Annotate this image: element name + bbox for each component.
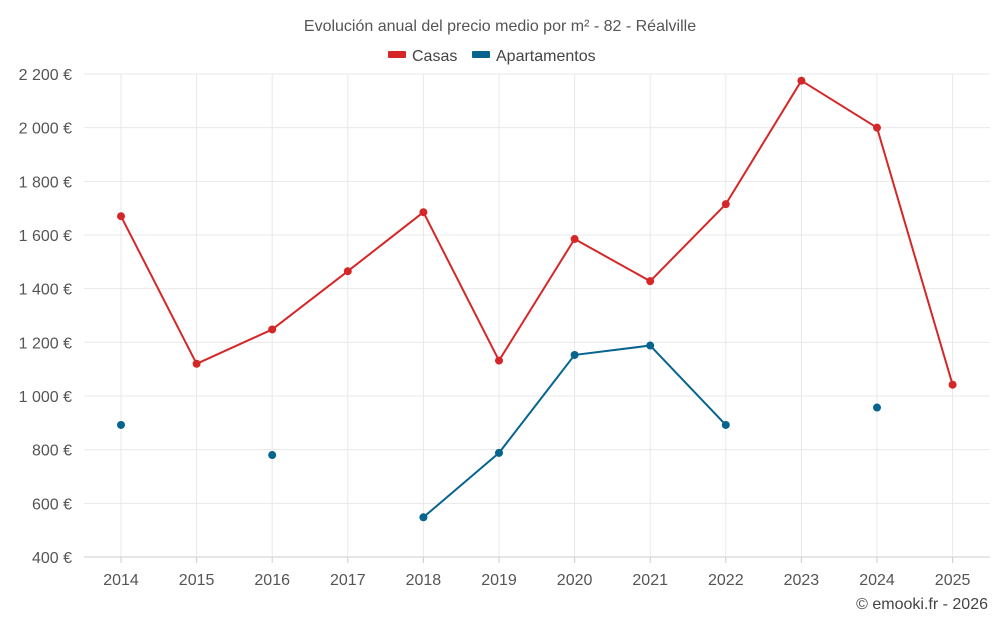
chart-title: Evolución anual del precio medio por m² … xyxy=(304,18,696,35)
data-point-apartamentos-2016[interactable] xyxy=(268,451,277,460)
x-axis: 2014 2015 2016 2017 2018 2019 2020 2021 2022 2023… xyxy=(103,557,970,589)
data-point-casas-2019[interactable] xyxy=(495,356,503,365)
x-tick-label: 2015 xyxy=(179,572,215,589)
series-line-casas xyxy=(120,79,954,386)
y-tick-label: 800 € xyxy=(32,443,72,460)
y-tick-label: 1 600 € xyxy=(19,228,72,245)
y-tick-label: 1 200 € xyxy=(19,335,72,352)
data-point-casas-2014[interactable] xyxy=(117,212,125,221)
data-point-apartamentos-2024[interactable] xyxy=(873,403,881,412)
x-tick-label: 2016 xyxy=(254,572,290,589)
credit-text: © emooki.fr - 2026 xyxy=(856,596,988,613)
y-tick-label: 400 € xyxy=(32,550,72,567)
data-point-casas-2016[interactable] xyxy=(268,325,277,334)
data-point-apartamentos-2018[interactable] xyxy=(419,513,428,522)
x-tick-label: 2024 xyxy=(859,572,895,589)
data-point-apartamentos-2019[interactable] xyxy=(495,448,503,457)
legend-label-casas[interactable]: Casas xyxy=(412,48,457,65)
data-point-casas-2015[interactable] xyxy=(192,359,201,368)
x-tick-label: 2014 xyxy=(103,572,139,589)
x-tick-label: 2025 xyxy=(935,572,971,589)
data-point-casas-2023[interactable] xyxy=(797,76,806,85)
data-point-apartamentos-2022[interactable] xyxy=(721,420,730,429)
series-casas xyxy=(117,76,957,389)
x-tick-label: 2020 xyxy=(557,572,593,589)
y-tick-label: 2 000 € xyxy=(19,121,72,138)
y-axis: 400 € 600 € 800 € 1 000 € 1 200 € 1 400 € 1 60… xyxy=(19,67,72,567)
data-point-casas-2020[interactable] xyxy=(570,235,579,244)
series-apartamentos xyxy=(117,341,881,522)
x-tick-label: 2017 xyxy=(330,572,366,589)
x-tick-label: 2023 xyxy=(784,572,820,589)
legend-swatch-apartamentos[interactable] xyxy=(472,51,490,58)
legend-swatch-casas[interactable] xyxy=(388,51,406,58)
legend-label-apartamentos[interactable]: Apartamentos xyxy=(496,48,596,65)
data-point-casas-2025[interactable] xyxy=(948,380,957,389)
x-tick-label: 2021 xyxy=(632,572,668,589)
x-tick-label: 2018 xyxy=(406,572,442,589)
gridlines xyxy=(84,73,990,558)
y-tick-label: 600 € xyxy=(32,496,72,513)
data-point-casas-2018[interactable] xyxy=(419,208,428,217)
y-tick-label: 1 000 € xyxy=(19,389,72,406)
y-tick-label: 1 400 € xyxy=(19,282,72,299)
legend: Casas Apartamentos xyxy=(388,48,596,65)
data-point-casas-2024[interactable] xyxy=(873,123,881,132)
data-point-casas-2022[interactable] xyxy=(721,200,730,209)
x-tick-label: 2022 xyxy=(708,572,744,589)
series xyxy=(117,76,957,522)
data-point-casas-2021[interactable] xyxy=(646,277,655,286)
data-point-casas-2017[interactable] xyxy=(343,267,352,276)
y-tick-label: 2 200 € xyxy=(19,67,72,84)
data-point-apartamentos-2020[interactable] xyxy=(570,350,579,359)
x-tick-label: 2019 xyxy=(481,572,517,589)
y-tick-label: 1 800 € xyxy=(19,174,72,191)
data-point-apartamentos-2021[interactable] xyxy=(646,341,655,350)
data-point-apartamentos-2014[interactable] xyxy=(117,420,125,429)
